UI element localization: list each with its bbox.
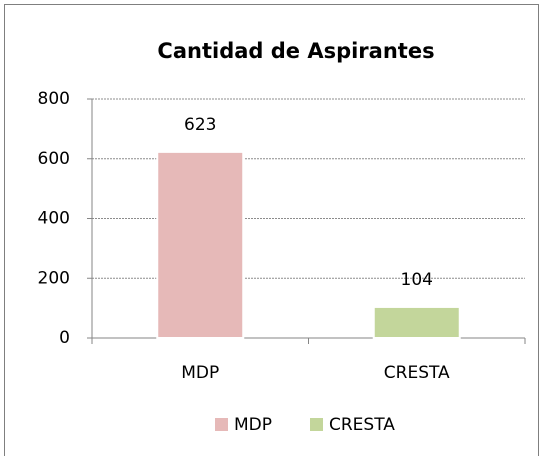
bar [372, 305, 461, 339]
legend-swatch [310, 418, 323, 431]
y-tick-label: 0 [59, 328, 70, 348]
chart-title: Cantidad de Aspirantes [157, 39, 434, 63]
bar [156, 150, 245, 339]
legend-label: MDP [234, 415, 272, 435]
y-tick-label: 200 [38, 268, 70, 288]
legend-swatch [215, 418, 228, 431]
chart-border [4, 4, 539, 456]
legend-label: CRESTA [329, 415, 395, 435]
x-tick-label: CRESTA [384, 363, 450, 383]
data-label: 623 [184, 115, 216, 135]
y-tick-label: 800 [38, 89, 70, 109]
y-tick-label: 600 [38, 149, 70, 169]
x-tick-label: MDP [181, 363, 219, 383]
y-tick-label: 400 [38, 209, 70, 229]
data-label: 104 [401, 270, 433, 290]
